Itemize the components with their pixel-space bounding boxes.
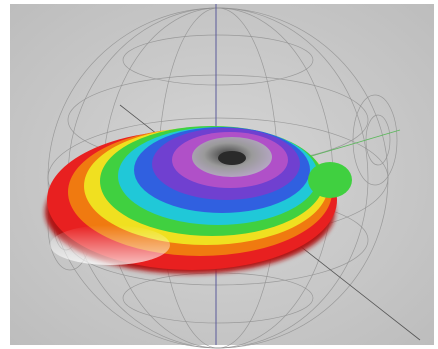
radiation-lobe: [45, 126, 352, 274]
